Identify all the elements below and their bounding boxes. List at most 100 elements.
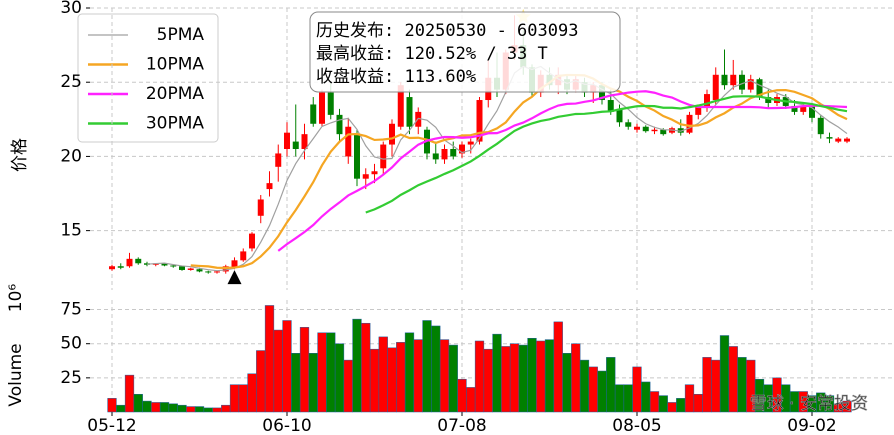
volume-exponent: 10⁶ xyxy=(6,284,26,313)
candle-body xyxy=(450,149,457,157)
volume-bar xyxy=(457,378,467,413)
candle-body xyxy=(686,114,693,133)
candle-body xyxy=(835,138,842,142)
volume-bar xyxy=(159,402,170,413)
candle-body xyxy=(196,269,203,272)
y-tick-label: 20 xyxy=(60,146,82,166)
volume-bar xyxy=(597,370,607,413)
candle-body xyxy=(284,132,290,149)
volume-bar xyxy=(448,344,458,413)
candle-body xyxy=(747,79,754,90)
candle-body xyxy=(179,266,185,270)
volume-bar xyxy=(579,359,590,413)
candle-body xyxy=(336,114,343,135)
volume-bar xyxy=(229,384,240,413)
volume-bar xyxy=(649,391,660,413)
volume-bar xyxy=(352,318,362,413)
volume-bar xyxy=(291,353,301,413)
volume-bar xyxy=(133,393,143,413)
volume-axis-label: Volume xyxy=(6,343,26,406)
volume-bar xyxy=(667,402,677,413)
volume-bar xyxy=(737,357,747,413)
watermark: 雪球 · 安常投资 xyxy=(750,394,868,414)
volume-bar xyxy=(361,322,371,413)
candle-body xyxy=(660,129,667,135)
candle-body xyxy=(275,153,282,167)
candle-body xyxy=(362,174,369,179)
volume-bar xyxy=(658,395,668,413)
ma-line xyxy=(146,65,848,272)
candle-body xyxy=(371,171,378,175)
candle-body xyxy=(397,85,404,127)
volume-bar xyxy=(151,402,161,413)
candle-body xyxy=(354,134,360,179)
volume-bar xyxy=(536,340,546,413)
candle-body xyxy=(319,92,325,124)
candle-body xyxy=(292,141,299,149)
volume-bar xyxy=(527,337,537,413)
volume-bar xyxy=(238,384,248,413)
volume-bar xyxy=(711,359,721,413)
volume-bar xyxy=(317,332,327,413)
x-tick-label: 07-08 xyxy=(437,416,486,435)
volume-bar xyxy=(116,404,126,413)
candle-body xyxy=(467,141,474,145)
legend-label: 20PMA xyxy=(146,84,205,104)
candle-body xyxy=(214,271,220,273)
annotation-line: 最高收益: 120.52% / 33 T xyxy=(316,44,548,64)
volume-bar xyxy=(124,374,135,413)
volume-bar xyxy=(606,357,616,413)
volume-bar xyxy=(719,335,730,413)
volume-bar xyxy=(588,366,598,413)
candle-body xyxy=(826,137,833,139)
y-tick-label: 50 xyxy=(60,334,82,354)
volume-bar xyxy=(684,384,695,413)
x-tick-label: 05-12 xyxy=(87,416,136,435)
y-tick-label: 25 xyxy=(60,72,82,92)
volume-bar xyxy=(553,321,563,413)
y-axis-label: 价格 xyxy=(10,138,30,172)
candle-body xyxy=(625,122,632,127)
volume-bar xyxy=(492,333,502,413)
candle-body xyxy=(704,94,710,108)
volume-bar xyxy=(203,407,213,413)
volume-bar xyxy=(378,336,388,413)
candle-body xyxy=(432,153,439,160)
volume-bar xyxy=(413,339,423,413)
candle-body xyxy=(310,104,317,124)
volume-bar xyxy=(221,404,231,413)
candle-body xyxy=(257,199,264,216)
candle-body xyxy=(695,107,702,115)
legend-label: 30PMA xyxy=(146,114,205,134)
annotation-line: 历史发布: 20250530 - 603093 xyxy=(316,21,578,41)
volume-bar xyxy=(107,398,117,413)
ma-line xyxy=(365,95,848,214)
volume-bar xyxy=(676,398,686,413)
volume-bar xyxy=(177,404,187,413)
candle-body xyxy=(721,74,728,86)
candle-body xyxy=(205,271,212,273)
candle-body xyxy=(599,85,605,101)
candle-body xyxy=(135,258,142,264)
candle-body xyxy=(642,126,649,132)
candle-body xyxy=(765,97,772,103)
candle-body xyxy=(345,126,352,157)
volume-bar xyxy=(299,327,310,413)
candle-body xyxy=(240,251,247,261)
volume-bar xyxy=(518,344,528,413)
annotation-box xyxy=(309,11,621,93)
candle-body xyxy=(607,100,614,112)
candle-body xyxy=(161,263,168,266)
volume-bar xyxy=(501,346,511,413)
volume-bar xyxy=(439,339,450,413)
volume-bar xyxy=(326,332,336,413)
candle-body xyxy=(712,74,719,101)
volume-bar xyxy=(256,350,266,413)
legend-label: 10PMA xyxy=(146,55,205,75)
candle-body xyxy=(170,265,177,267)
volume-bar xyxy=(466,387,476,413)
volume-bar xyxy=(474,340,485,413)
candle-body xyxy=(677,128,684,133)
volume-bar xyxy=(194,406,205,413)
volume-bar xyxy=(168,403,178,413)
